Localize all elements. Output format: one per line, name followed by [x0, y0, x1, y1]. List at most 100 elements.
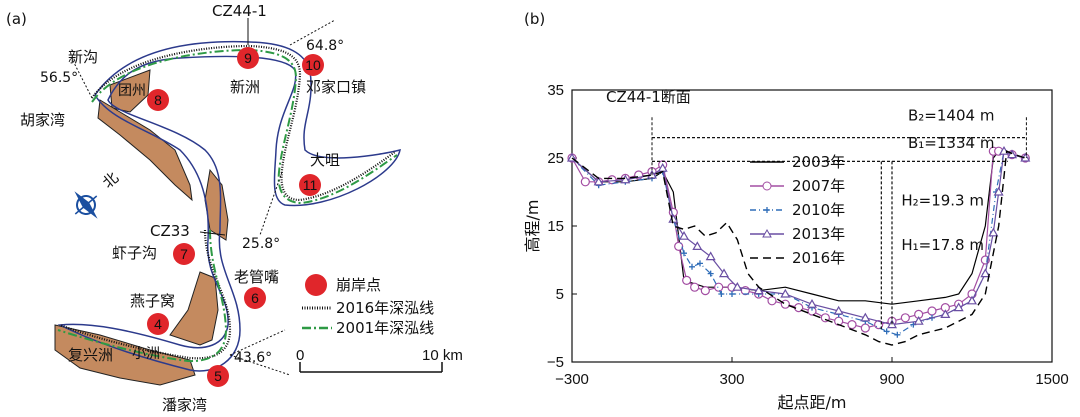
x-tick-label: −300 [555, 371, 589, 388]
point-6-label: 6 [251, 290, 259, 306]
scale-start: 0 [296, 347, 304, 364]
angle-label-1: 56.5° [40, 70, 78, 86]
section-name-label: CZ44-1断面 [606, 88, 691, 106]
legend-marker [764, 207, 770, 213]
label-xiazigou: 虾子沟 [112, 244, 157, 262]
h2-label: H₂=19.3 m [901, 192, 984, 210]
label-dazui: 大咀 [310, 151, 340, 169]
collapse-points: 4 5 6 7 8 9 10 11 [147, 47, 324, 387]
cross-section-chart: (b) −300 300 900 1500 −5 5 15 25 35 起点距/m 高程/m CZ4… [523, 10, 1069, 412]
label-laoguanzui: 老管嘴 [234, 268, 279, 286]
legend-label: 2010年 [792, 201, 845, 219]
legend-point-icon [305, 274, 327, 296]
data-point [900, 313, 910, 323]
y-tick-label: 5 [556, 286, 564, 303]
map-legend: 崩岸点 2016年深泓线 2001年深泓线 [302, 274, 434, 337]
label-xinzhou: 新洲 [230, 78, 260, 96]
legend-2001-label: 2001年深泓线 [336, 319, 434, 337]
data-point [894, 331, 901, 338]
point-8 [147, 89, 169, 111]
cz33-line [199, 231, 226, 236]
compass-north-label: 北 [99, 169, 122, 192]
data-point [767, 296, 777, 306]
data-point [860, 323, 870, 333]
label-hujiawan: 胡家湾 [20, 111, 65, 129]
point-9 [237, 47, 259, 69]
legend-marker [762, 181, 772, 191]
data-point [690, 282, 700, 292]
data-point [718, 268, 730, 278]
point-10-label: 10 [305, 57, 321, 73]
point-5-label: 5 [214, 368, 222, 384]
point-9-label: 9 [244, 50, 252, 66]
chart-axes: −300 300 900 1500 −5 5 15 25 35 起点距/m 高程/m [523, 82, 1069, 412]
data-point [692, 241, 703, 250]
point-7-label: 7 [180, 246, 188, 262]
data-point [714, 282, 724, 292]
legend-label: 2013年 [792, 225, 845, 243]
data-point [847, 320, 857, 330]
point-4 [147, 313, 169, 335]
data-point [620, 174, 631, 184]
panel-b-label: (b) [524, 10, 545, 28]
b1-label: B₁=1334 m [908, 134, 994, 152]
label-yanziwo: 燕子窝 [130, 292, 175, 310]
label-fuxingzhou: 复兴洲 [68, 346, 113, 364]
data-point [689, 263, 695, 270]
point-7 [173, 243, 195, 265]
point-11 [299, 174, 321, 196]
legend-2016-label: 2016年深泓线 [336, 299, 434, 317]
data-point [988, 227, 999, 237]
x-tick-label: 300 [719, 371, 744, 388]
h1-label: H₁=17.8 m [901, 236, 984, 254]
angle-label-2: 64.8° [306, 38, 344, 54]
legend-marker [762, 228, 772, 238]
x-axis-title: 起点距/m [778, 393, 847, 412]
label-xiaozhou: 小洲 [132, 346, 160, 362]
data-point [953, 302, 964, 312]
data-point [966, 295, 978, 305]
data-point [682, 275, 692, 285]
data-point [927, 306, 937, 316]
data-point [940, 309, 951, 318]
scale-end: 10 km [422, 347, 463, 364]
north-compass-icon [74, 191, 98, 219]
data-point [718, 291, 725, 297]
b2-label: B₂=1404 m [908, 107, 994, 125]
data-point [705, 251, 716, 261]
y-tick-label: 15 [547, 218, 564, 235]
hujiawan-bank [97, 99, 193, 202]
yanziwo-bar [169, 271, 219, 346]
legend-label: 2003年 [792, 153, 845, 171]
y-tick-label: −5 [547, 354, 564, 371]
section-cz44-label: CZ44-1 [212, 2, 267, 20]
legend-collapse-label: 崩岸点 [336, 276, 381, 294]
data-point [681, 250, 687, 257]
point-10 [302, 54, 324, 76]
data-point [697, 260, 703, 267]
thalweg-2001-lower [57, 229, 228, 363]
chart-series [566, 145, 1031, 346]
data-point [780, 288, 791, 298]
data-point [580, 177, 590, 187]
point-5 [207, 365, 229, 387]
thalweg-2001-upper [91, 48, 398, 205]
y-tick-label: 25 [547, 150, 564, 167]
angle-lines [69, 19, 336, 376]
chart-legend: 2003年 2007年 2010年 2013年 2016年 [750, 153, 845, 267]
point-8-label: 8 [154, 92, 162, 108]
y-axis-title: 高程/m [523, 200, 542, 253]
data-point [753, 285, 764, 295]
river-banks [57, 40, 401, 372]
scale-bar: 0 10 km [296, 347, 463, 373]
map-panel: (a) 新沟 胡家湾 团州 新洲 邓家口镇 大咀 虾子沟 老管嘴 燕子窝 复兴洲… [0, 0, 520, 417]
data-point [707, 270, 714, 277]
section-cz33-label: CZ33 [150, 222, 190, 240]
panel-a-label: (a) [6, 10, 27, 28]
data-point [674, 241, 684, 251]
data-point [833, 305, 844, 315]
data-point [883, 328, 890, 335]
thalweg-2016-upper [91, 44, 396, 202]
data-point [780, 299, 790, 309]
data-point [732, 281, 743, 291]
